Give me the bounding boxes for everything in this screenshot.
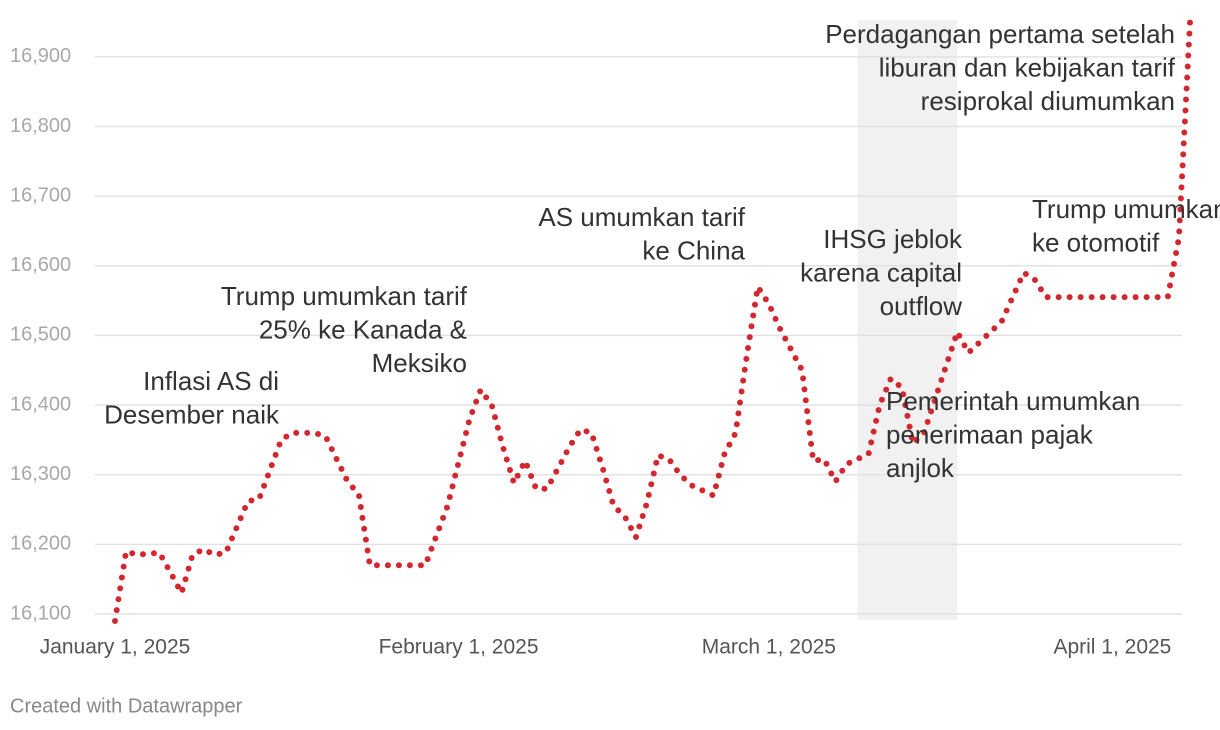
y-tick-label: 16,700 xyxy=(10,184,71,206)
y-tick-label: 16,400 xyxy=(10,393,71,415)
y-tick-label: 16,300 xyxy=(10,463,71,485)
y-tick-label: 16,500 xyxy=(10,324,71,346)
y-tick-label: 16,800 xyxy=(10,115,71,137)
y-tick-label: 16,100 xyxy=(10,602,71,624)
annotation: AS umumkan tarif ke China xyxy=(538,202,745,266)
annotation-line: karena capital xyxy=(800,257,962,287)
annotation-line: Trump umumkan tarif xyxy=(1032,194,1220,224)
annotation-line: ke China xyxy=(642,235,745,265)
annotation: Inflasi AS di Desember naik xyxy=(104,366,280,430)
y-tick-label: 16,600 xyxy=(10,254,71,276)
x-tick-label: March 1, 2025 xyxy=(702,636,836,659)
annotation: Trump umumkan tarif 25% ke Kanada & Meksik… xyxy=(221,281,468,378)
footer: Created with Datawrapper xyxy=(10,695,243,717)
annotation-line: outflow xyxy=(880,291,963,321)
highlight-band xyxy=(857,20,958,620)
annotation-line: ke otomotif xyxy=(1032,227,1160,257)
annotation-line: anjlok xyxy=(886,453,955,483)
annotation: Perdagangan pertama setelah liburan dan k… xyxy=(825,19,1176,116)
annotation: IHSG jeblok karena capital outflow xyxy=(800,224,963,321)
x-tick-label: January 1, 2025 xyxy=(40,636,191,659)
annotation-line: penerimaan pajak xyxy=(886,419,1094,449)
y-tick-label: 16,900 xyxy=(10,45,71,67)
annotation-line: Inflasi AS di xyxy=(143,366,279,396)
annotation-line: Desember naik xyxy=(104,399,280,429)
annotation-line: liburan dan kebijakan tarif xyxy=(879,52,1176,82)
annotation-line: IHSG jeblok xyxy=(823,224,963,254)
annotation: Pemerintah umumkan penerimaan pajak anjlok xyxy=(886,386,1140,483)
annotation-line: resiprokal diumumkan xyxy=(921,86,1175,116)
data-line xyxy=(112,19,1193,624)
annotation-line: Trump umumkan tarif xyxy=(221,281,468,311)
y-tick-label: 16,200 xyxy=(10,533,71,555)
annotation-line: AS umumkan tarif xyxy=(538,202,745,232)
x-tick-label: February 1, 2025 xyxy=(379,636,539,659)
annotation-line: 25% ke Kanada & xyxy=(259,314,467,344)
annotation-line: Meksiko xyxy=(372,348,467,378)
annotation-line: Perdagangan pertama setelah xyxy=(825,19,1175,49)
x-tick-label: April 1, 2025 xyxy=(1053,636,1171,659)
annotation-line: Pemerintah umumkan xyxy=(886,386,1140,416)
